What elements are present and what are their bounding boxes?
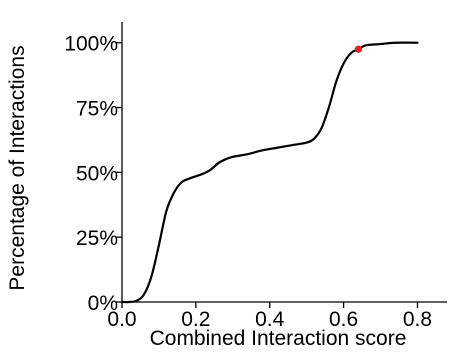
y-tick-label: 100% — [64, 33, 118, 56]
highlight-point — [354, 45, 362, 53]
x-tick-label: 0.4 — [255, 308, 285, 331]
axes — [121, 22, 447, 303]
y-axis-title: Percentage of Interactions — [6, 45, 29, 290]
x-tick-label: 0.8 — [403, 308, 432, 331]
y-tick-label: 0% — [88, 292, 118, 315]
x-axis-title: Combined Interaction score — [150, 327, 407, 350]
y-tick-label: 75% — [76, 98, 118, 121]
series-layer — [120, 41, 419, 304]
cumulative-curve — [120, 41, 419, 304]
x-tick-label: 0.2 — [181, 308, 210, 331]
y-tick-label: 50% — [76, 162, 118, 185]
x-ticks: 0.0 0.2 0.4 0.6 0.8 — [107, 302, 432, 331]
x-tick-label: 0.6 — [329, 308, 358, 331]
y-ticks: 0% 25% 50% 75% 100% — [64, 33, 122, 315]
x-tick-label: 0.0 — [107, 308, 136, 331]
y-tick-label: 25% — [76, 227, 118, 250]
